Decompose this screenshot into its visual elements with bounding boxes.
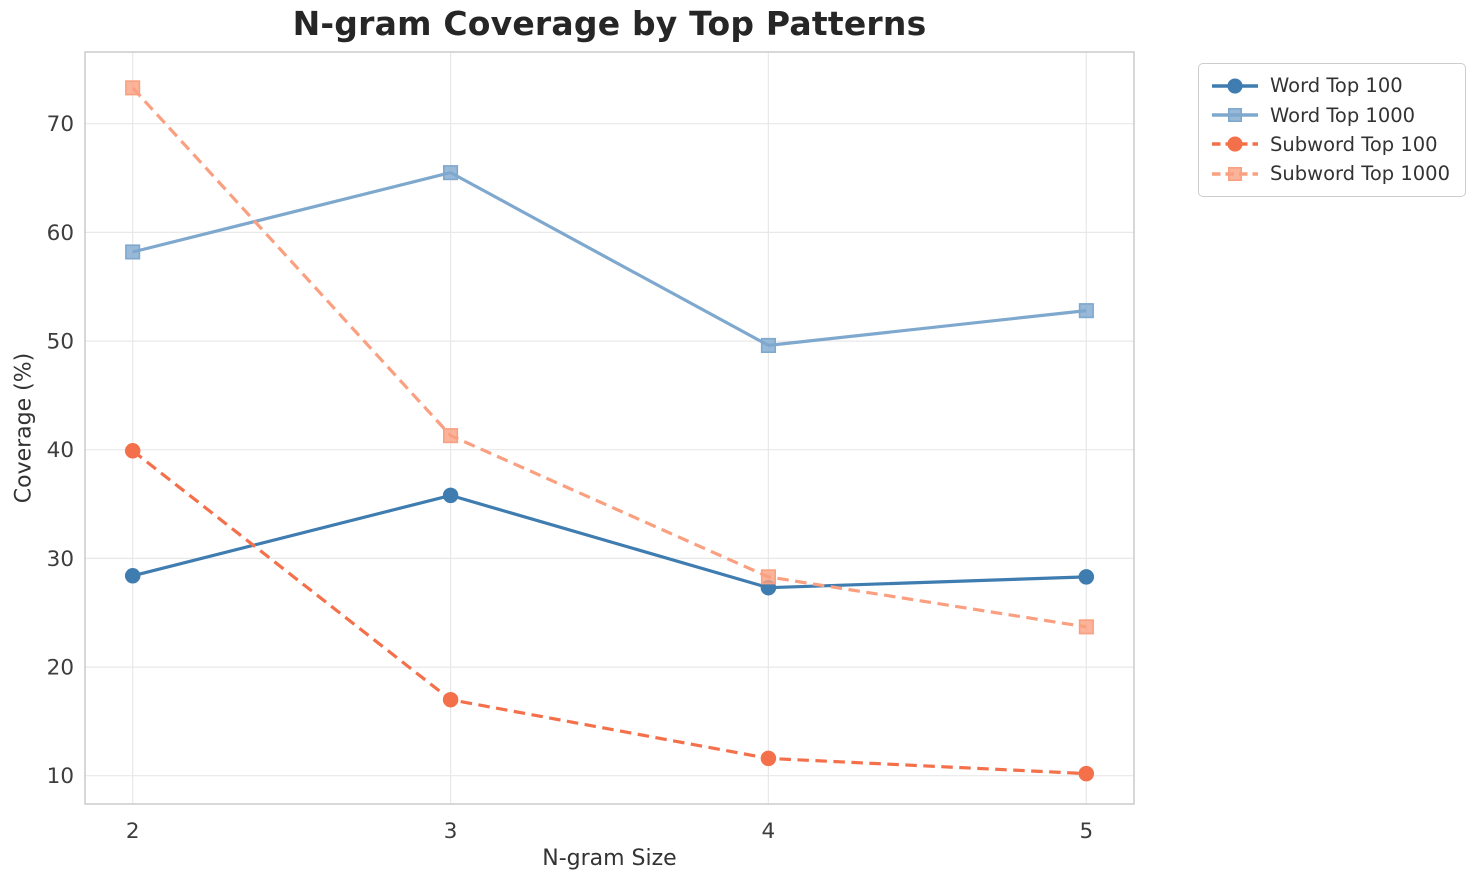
x-tick-label-3: 3 xyxy=(444,819,458,844)
y-tick-label-30: 30 xyxy=(47,547,74,572)
series-line-subword-top-100 xyxy=(131,449,1087,776)
x-tick-label-4: 4 xyxy=(762,819,776,844)
marker-subword-top-100-x3 xyxy=(442,691,459,708)
marker-word-top-100-x3 xyxy=(442,487,459,504)
marker-subword-top-1000-x5 xyxy=(1078,619,1094,635)
y-tick-label-50: 50 xyxy=(47,330,74,355)
legend-marker-word-top-100 xyxy=(1227,78,1243,94)
marker-word-top-1000-x2 xyxy=(125,244,141,260)
legend-item-word-top-1000: Word Top 1000 xyxy=(1211,100,1465,129)
marker-subword-top-1000-x3 xyxy=(442,428,459,444)
y-tick-label-70: 70 xyxy=(47,112,74,137)
marker-subword-top-100-x4 xyxy=(760,750,777,767)
plot-border xyxy=(84,51,1135,805)
marker-word-top-1000-x5 xyxy=(1078,303,1094,319)
marker-subword-top-1000-x2 xyxy=(125,80,141,96)
legend: Word Top 100 Word Top 1000 Subword Top 100… xyxy=(1198,63,1466,197)
marker-subword-top-100-x2 xyxy=(124,443,141,459)
legend-label-subword-top-1000: Subword Top 1000 xyxy=(1270,162,1450,186)
x-tick-label-5: 5 xyxy=(1079,819,1093,844)
marker-subword-top-1000-x4 xyxy=(760,569,777,585)
legend-item-word-top-100: Word Top 100 xyxy=(1211,71,1465,100)
marker-word-top-1000-x4 xyxy=(760,337,777,354)
legend-swatch-word-top-1000 xyxy=(1212,108,1258,123)
y-axis-label: Coverage (%) xyxy=(11,352,37,504)
marker-word-top-100-x2 xyxy=(124,568,141,584)
series-line-word-top-100 xyxy=(132,493,1087,590)
legend-label-subword-top-100: Subword Top 100 xyxy=(1270,132,1438,156)
legend-marker-subword-top-100 xyxy=(1227,136,1243,153)
legend-label-word-top-100: Word Top 100 xyxy=(1270,74,1403,98)
marker-word-top-100-x5 xyxy=(1078,569,1095,585)
legend-swatch-subword-top-100 xyxy=(1212,136,1258,153)
x-tick-label-2: 2 xyxy=(126,819,140,844)
legend-label-word-top-1000: Word Top 1000 xyxy=(1270,103,1416,127)
legend-swatch-word-top-100 xyxy=(1212,78,1258,94)
y-tick-label-10: 10 xyxy=(47,764,74,789)
y-tick-label-60: 60 xyxy=(47,221,74,246)
legend-marker-subword-top-1000 xyxy=(1227,166,1242,181)
x-axis-label: N-gram Size xyxy=(542,846,677,871)
legend-swatch-subword-top-1000 xyxy=(1212,166,1258,181)
series-line-subword-top-1000 xyxy=(131,86,1087,629)
chart-title: N-gram Coverage by Top Patterns xyxy=(292,4,927,43)
marker-word-top-1000-x3 xyxy=(442,165,459,181)
series-line-word-top-1000 xyxy=(132,171,1087,347)
y-tick-label-40: 40 xyxy=(47,438,74,463)
legend-item-subword-top-1000: Subword Top 1000 xyxy=(1211,159,1465,188)
legend-item-subword-top-100: Subword Top 100 xyxy=(1211,130,1465,159)
y-tick-label-20: 20 xyxy=(47,656,74,681)
marker-subword-top-100-x5 xyxy=(1078,765,1095,782)
legend-marker-word-top-1000 xyxy=(1227,108,1242,123)
